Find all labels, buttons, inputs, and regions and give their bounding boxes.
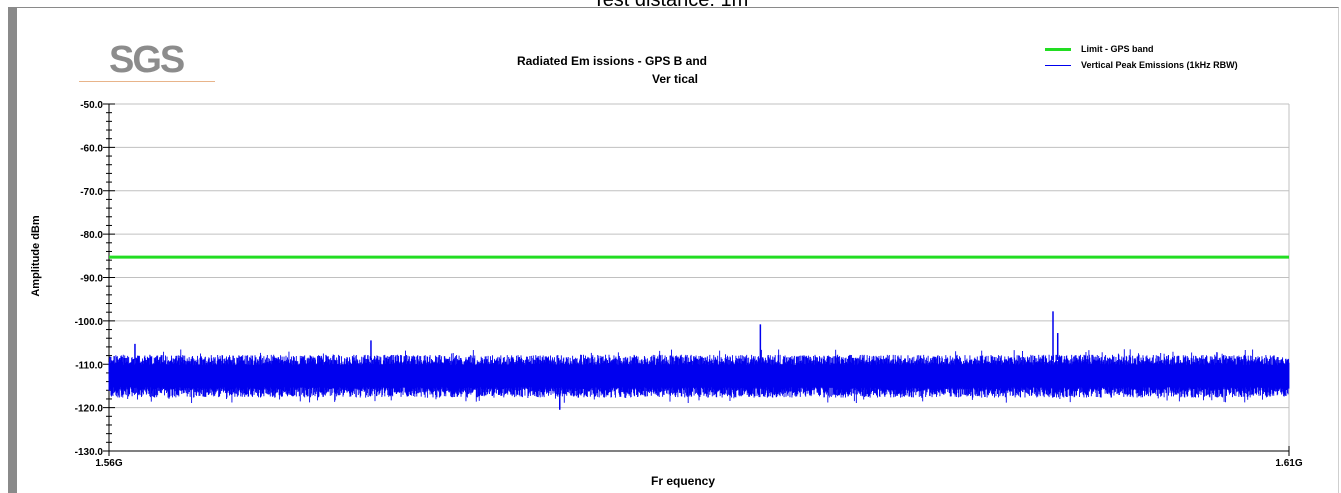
x-axis-label: Fr equency bbox=[651, 474, 715, 488]
x-tick-label: 1.61G bbox=[1275, 458, 1302, 469]
chart-frame: -50.0 -60.0 -70.0 -80.0 -90.0 -100.0 -110.0 -12… bbox=[8, 7, 1339, 493]
y-tick-label: -110.0 bbox=[75, 360, 103, 371]
x-tick-label: 1.56G bbox=[95, 458, 122, 469]
logo-underline bbox=[79, 81, 215, 82]
legend-label-limit: Limit - GPS band bbox=[1081, 44, 1154, 54]
legend: Limit - GPS band Vertical Peak Emissions… bbox=[1045, 41, 1238, 73]
legend-item-limit: Limit - GPS band bbox=[1045, 41, 1238, 57]
y-tick-label: -80.0 bbox=[80, 230, 103, 241]
y-tick-label: -130.0 bbox=[75, 447, 104, 458]
series-layer bbox=[108, 255, 1290, 410]
y-tick-label: -90.0 bbox=[80, 274, 103, 285]
y-axis-label: Amplitude dBm bbox=[30, 215, 42, 296]
chart-title: Radiated Em issions - GPS B and bbox=[517, 54, 707, 68]
page-caption: Test distance: 1m bbox=[592, 0, 749, 11]
logo-text: SGS bbox=[109, 39, 185, 81]
emissions-noise-trace bbox=[108, 349, 1290, 403]
y-tick-label: -120.0 bbox=[75, 404, 104, 415]
y-tick-label: -70.0 bbox=[80, 187, 103, 198]
y-tick-label: -60.0 bbox=[80, 143, 103, 154]
sgs-logo: SGS bbox=[79, 38, 217, 88]
y-tick-label: -50.0 bbox=[80, 100, 103, 111]
chart-subtitle: Ver tical bbox=[652, 72, 698, 86]
legend-swatch-limit bbox=[1045, 47, 1071, 51]
y-tick-label: -100.0 bbox=[75, 317, 104, 328]
legend-item-emissions: Vertical Peak Emissions (1kHz RBW) bbox=[1045, 57, 1238, 73]
axis-layer: -50.0 -60.0 -70.0 -80.0 -90.0 -100.0 -110.0 -12… bbox=[75, 100, 1303, 469]
grid-layer bbox=[109, 103, 1290, 451]
emissions-chart: -50.0 -60.0 -70.0 -80.0 -90.0 -100.0 -110.0 -12… bbox=[30, 54, 1303, 488]
legend-label-emissions: Vertical Peak Emissions (1kHz RBW) bbox=[1081, 60, 1238, 70]
legend-swatch-emissions bbox=[1045, 64, 1071, 66]
